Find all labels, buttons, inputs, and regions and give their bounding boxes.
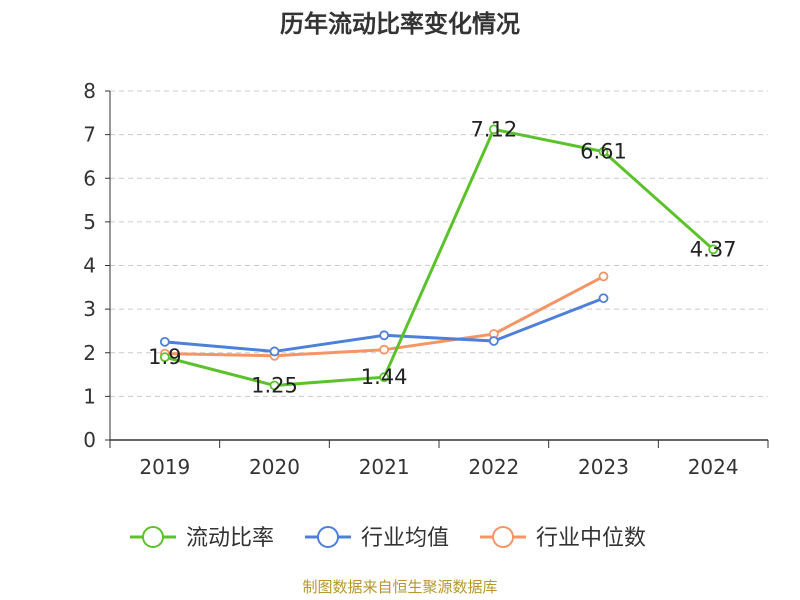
- legend-label: 流动比率: [186, 526, 274, 551]
- y-tick-label: 4: [83, 254, 96, 278]
- chart-title: 历年流动比率变化情况: [280, 10, 520, 38]
- data-point[interactable]: [159, 352, 170, 363]
- grid-lines: [110, 90, 768, 397]
- y-tick-label: 2: [83, 341, 96, 365]
- legend-marker-icon: [492, 526, 514, 548]
- y-tick-label: 0: [83, 428, 96, 452]
- data-label: 6.61: [580, 140, 627, 164]
- x-tick-label: 2024: [688, 455, 739, 479]
- legend-label: 行业中位数: [536, 526, 646, 551]
- legend-item[interactable]: 行业中位数: [480, 526, 646, 551]
- legend-item[interactable]: 行业均值: [305, 526, 449, 551]
- x-tick-label: 2023: [578, 455, 629, 479]
- x-tick-label: 2019: [139, 455, 190, 479]
- data-point[interactable]: [379, 330, 390, 341]
- x-tick-label: 2021: [359, 455, 410, 479]
- data-point[interactable]: [598, 271, 609, 282]
- axes: 0 1 2 3 4 5 6 7 8 2019 2020 2021 2022 2023 2024: [83, 79, 769, 479]
- x-tick-label: 2022: [468, 455, 519, 479]
- series-line: [163, 127, 715, 387]
- y-tick-label: 3: [83, 297, 96, 321]
- y-tick-label: 1: [83, 384, 96, 408]
- y-tick-label: 8: [83, 79, 96, 103]
- data-point[interactable]: [708, 244, 719, 255]
- data-label: 7.12: [470, 117, 517, 141]
- data-label: 1.25: [251, 373, 298, 397]
- data-point[interactable]: [159, 336, 170, 347]
- legend[interactable]: 流动比率 行业均值 行业中位数: [130, 526, 646, 551]
- y-tick-label: 6: [83, 166, 96, 190]
- legend-marker-icon: [317, 526, 339, 548]
- data-point[interactable]: [379, 344, 390, 355]
- data-label: 1.44: [361, 365, 408, 389]
- legend-item[interactable]: 流动比率: [130, 526, 274, 551]
- data-point[interactable]: [488, 336, 499, 346]
- y-tick-label: 7: [83, 123, 96, 147]
- data-point[interactable]: [598, 146, 609, 157]
- data-labels: 1.9 1.25 1.44 7.12 6.61 4.37: [148, 117, 736, 397]
- data-point[interactable]: [269, 380, 280, 391]
- data-point[interactable]: [598, 293, 609, 304]
- data-point[interactable]: [379, 372, 390, 383]
- data-label: 4.37: [690, 237, 737, 261]
- legend-marker-icon: [142, 526, 164, 548]
- series-line: [163, 274, 605, 358]
- y-tick-label: 5: [83, 210, 96, 234]
- series-line: [163, 296, 605, 353]
- data-label: 1.9: [148, 345, 181, 369]
- x-tick-label: 2020: [249, 455, 300, 479]
- data-point[interactable]: [269, 346, 280, 357]
- data-point[interactable]: [488, 124, 499, 135]
- series-layer: [159, 124, 719, 391]
- source-note: 制图数据来自恒生聚源数据库: [302, 578, 498, 596]
- legend-label: 行业均值: [361, 526, 449, 551]
